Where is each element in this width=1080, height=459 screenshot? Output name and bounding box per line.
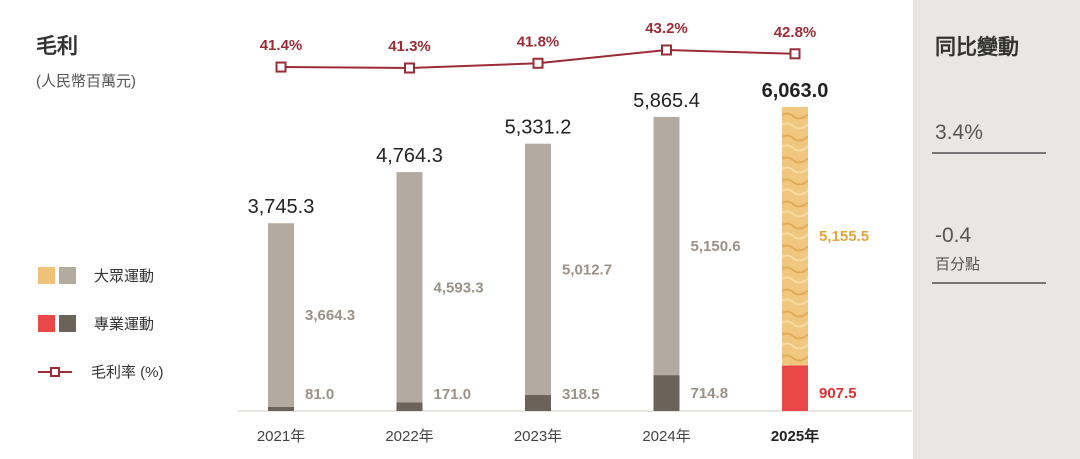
mass-label-1: 4,593.3 [434,279,484,296]
margin-label-2: 41.8% [517,33,560,50]
x-tick-label-0: 2021年 [257,428,305,445]
mass-label-4: 5,155.5 [819,228,869,245]
margin-point-1 [404,62,415,74]
margin-label-3: 43.2% [645,20,688,37]
margin-point-2 [532,57,544,69]
legend-line-marker-icon [38,363,72,380]
chart-unit: (人民幣百萬元) [36,73,136,90]
margin-label-4: 42.8% [774,24,817,41]
legend-swatch-mass-hist [59,267,76,284]
bar-pro-3 [653,375,680,411]
legend-item-mass: 大眾運動 [38,265,154,286]
bar-pro-2 [525,395,551,411]
yoy-divider-1 [932,152,1046,154]
pro-label-4: 907.5 [819,385,857,402]
x-tick-label-1: 2022年 [385,428,433,445]
bar-mass-0 [268,223,294,407]
legend-label-mass: 大眾運動 [94,268,155,285]
margin-point-3 [661,44,672,56]
yoy-divider-2 [932,282,1046,284]
total-label-3: 5,865.4 [633,90,700,112]
margin-change-value: -0.4 [935,224,972,247]
bar-pro-1 [396,402,423,411]
legend-swatch-pro-current [38,315,55,332]
margin-label-1: 41.3% [388,38,431,55]
mass-label-3: 5,150.6 [691,238,741,255]
pro-label-2: 318.5 [562,386,600,403]
x-tick-label-3: 2024年 [642,428,690,445]
pro-label-3: 714.8 [691,385,729,402]
mass-label-0: 3,664.3 [305,307,355,324]
yoy-total-value: 3.4% [935,121,983,144]
total-label-0: 3,745.3 [248,196,315,218]
total-label-4: 6,063.0 [762,80,829,102]
margin-change-unit: 百分點 [935,256,981,273]
yoy-change-panel [913,0,1080,459]
total-label-1: 4,764.3 [376,145,443,167]
bar-mass-3 [653,116,680,376]
total-label-2: 5,331.2 [505,117,572,139]
bar-pro-0 [268,406,294,411]
pro-label-1: 171.0 [434,386,472,403]
legend-swatch-pro-hist [59,315,76,332]
margin-label-0: 41.4% [260,37,303,54]
mass-label-2: 5,012.7 [562,261,612,278]
bar-mass-2 [525,143,551,396]
margin-point-0 [275,61,287,73]
legend-label-margin: 毛利率 (%) [91,364,164,381]
legend-swatch-mass-current [38,267,55,284]
pro-label-0: 81.0 [305,386,334,403]
chart-title: 毛利 [36,35,78,58]
legend-label-pro: 專業運動 [94,316,155,333]
bar-pro-4 [782,365,808,411]
margin-point-4 [789,48,801,60]
legend-item-pro: 專業運動 [38,313,154,334]
legend-item-margin: 毛利率 (%) [38,361,164,382]
bar-mass-1 [396,172,423,403]
bar-mass-4 [782,107,808,366]
gross-profit-chart: 3,745.3 3,664.3 81.0 2021年 4,764.3 4,593.3 171… [238,20,912,445]
x-tick-label-4: 2025年 [771,427,819,445]
x-tick-label-2: 2023年 [514,428,562,445]
yoy-header: 同比變動 [935,36,1019,59]
